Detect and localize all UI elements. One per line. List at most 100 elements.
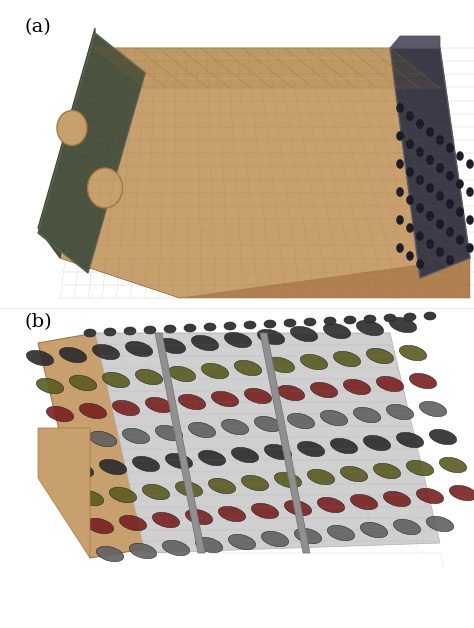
Ellipse shape	[396, 160, 403, 168]
Ellipse shape	[184, 324, 196, 332]
Ellipse shape	[102, 372, 130, 387]
Ellipse shape	[447, 200, 454, 208]
Ellipse shape	[333, 351, 361, 367]
Polygon shape	[38, 28, 95, 258]
Ellipse shape	[109, 487, 137, 502]
Ellipse shape	[96, 546, 124, 561]
Ellipse shape	[366, 349, 393, 364]
Ellipse shape	[100, 459, 127, 475]
Polygon shape	[390, 48, 470, 258]
Ellipse shape	[125, 342, 153, 357]
Ellipse shape	[466, 215, 474, 224]
Ellipse shape	[307, 469, 335, 485]
Ellipse shape	[404, 313, 416, 321]
Text: (b): (b)	[25, 313, 53, 331]
Ellipse shape	[407, 224, 413, 232]
Ellipse shape	[417, 259, 423, 269]
Ellipse shape	[221, 420, 249, 435]
Ellipse shape	[59, 347, 87, 363]
Ellipse shape	[407, 251, 413, 261]
Ellipse shape	[165, 453, 192, 468]
Ellipse shape	[297, 441, 325, 457]
Ellipse shape	[447, 227, 454, 237]
Ellipse shape	[234, 360, 262, 376]
Ellipse shape	[124, 327, 136, 335]
Ellipse shape	[66, 462, 94, 478]
Ellipse shape	[383, 491, 410, 507]
Ellipse shape	[27, 350, 54, 365]
Ellipse shape	[417, 175, 423, 185]
Ellipse shape	[437, 163, 444, 173]
Ellipse shape	[255, 416, 282, 431]
Ellipse shape	[426, 516, 454, 532]
Polygon shape	[155, 333, 205, 553]
Ellipse shape	[343, 379, 371, 394]
Ellipse shape	[79, 403, 107, 419]
Ellipse shape	[417, 119, 423, 129]
Ellipse shape	[456, 180, 464, 188]
Polygon shape	[95, 333, 440, 553]
Ellipse shape	[142, 484, 170, 500]
Ellipse shape	[407, 139, 413, 148]
Ellipse shape	[56, 435, 83, 450]
Ellipse shape	[393, 519, 420, 534]
Ellipse shape	[449, 485, 474, 501]
Ellipse shape	[330, 438, 358, 453]
Ellipse shape	[417, 148, 423, 156]
Ellipse shape	[178, 394, 206, 409]
Ellipse shape	[224, 322, 236, 330]
Ellipse shape	[241, 475, 269, 490]
Ellipse shape	[389, 317, 417, 333]
Ellipse shape	[88, 168, 122, 208]
Ellipse shape	[376, 376, 404, 392]
Ellipse shape	[437, 220, 444, 229]
Ellipse shape	[396, 244, 403, 252]
Ellipse shape	[132, 457, 160, 472]
Polygon shape	[38, 33, 145, 273]
Ellipse shape	[146, 398, 173, 413]
Ellipse shape	[46, 406, 73, 421]
Ellipse shape	[437, 192, 444, 200]
Ellipse shape	[304, 318, 316, 326]
Ellipse shape	[437, 136, 444, 144]
Ellipse shape	[396, 432, 424, 448]
Ellipse shape	[104, 328, 116, 336]
Ellipse shape	[168, 366, 196, 382]
Ellipse shape	[209, 479, 236, 494]
Ellipse shape	[195, 538, 223, 553]
Ellipse shape	[400, 345, 427, 360]
Ellipse shape	[267, 357, 295, 372]
Ellipse shape	[291, 327, 318, 342]
Ellipse shape	[277, 386, 305, 401]
Ellipse shape	[188, 422, 216, 438]
Ellipse shape	[57, 111, 87, 146]
Ellipse shape	[350, 494, 378, 510]
Ellipse shape	[427, 239, 434, 249]
Ellipse shape	[164, 325, 176, 333]
Ellipse shape	[396, 188, 403, 197]
Ellipse shape	[407, 168, 413, 176]
Ellipse shape	[92, 344, 119, 360]
Ellipse shape	[175, 481, 203, 497]
Ellipse shape	[417, 203, 423, 212]
Ellipse shape	[112, 400, 140, 416]
Ellipse shape	[396, 131, 403, 141]
Ellipse shape	[456, 151, 464, 161]
Polygon shape	[38, 333, 150, 558]
Ellipse shape	[244, 321, 256, 329]
Ellipse shape	[427, 212, 434, 220]
Ellipse shape	[384, 314, 396, 322]
Ellipse shape	[119, 516, 146, 531]
Ellipse shape	[251, 503, 279, 519]
Ellipse shape	[219, 506, 246, 522]
Text: (a): (a)	[25, 18, 52, 36]
Ellipse shape	[284, 501, 311, 516]
Ellipse shape	[417, 232, 423, 241]
Ellipse shape	[340, 467, 368, 482]
Ellipse shape	[406, 460, 434, 475]
Ellipse shape	[396, 215, 403, 224]
Ellipse shape	[356, 320, 383, 336]
Ellipse shape	[152, 512, 180, 528]
Ellipse shape	[155, 425, 182, 441]
Polygon shape	[38, 428, 90, 558]
